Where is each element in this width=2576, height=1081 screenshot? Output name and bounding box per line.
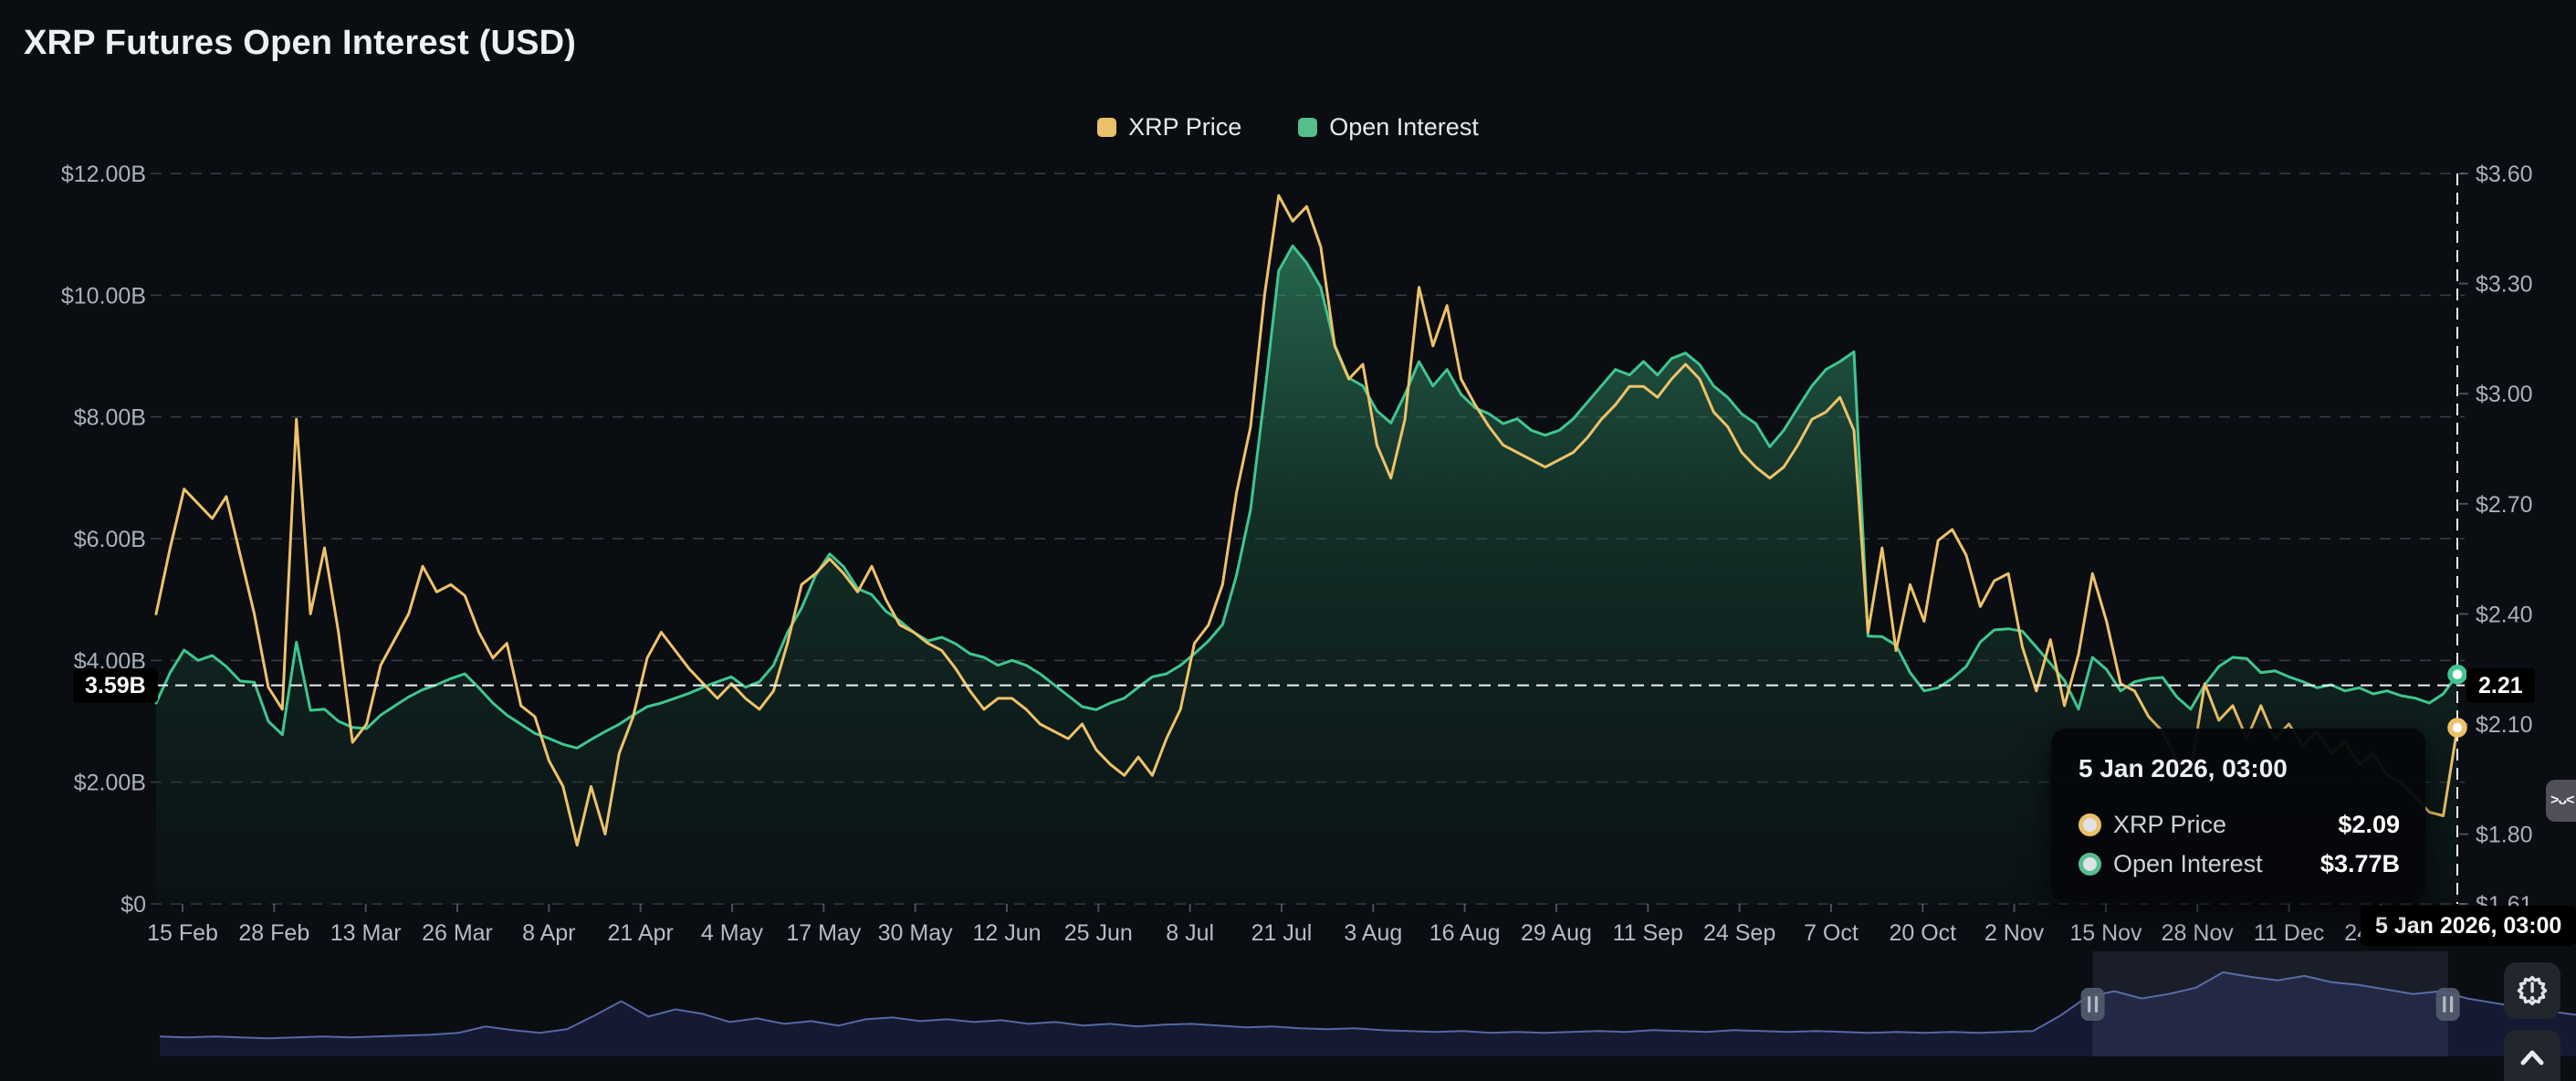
svg-text:$8.00B: $8.00B [74, 405, 146, 431]
svg-text:15 Nov: 15 Nov [2069, 920, 2142, 946]
svg-text:$2.00B: $2.00B [74, 771, 146, 796]
collapse-panel-button[interactable] [2504, 1030, 2560, 1081]
svg-text:26 Mar: 26 Mar [422, 920, 493, 946]
svg-text:20 Oct: 20 Oct [1889, 920, 1956, 946]
navigator-handle-left[interactable] [2081, 988, 2105, 1021]
svg-text:$3.00: $3.00 [2476, 382, 2533, 407]
svg-text:21 Jul: 21 Jul [1251, 920, 1313, 946]
tooltip-row-open-interest: Open Interest $3.77B [2079, 850, 2400, 878]
svg-text:$0: $0 [120, 892, 146, 918]
chart-tooltip: 5 Jan 2026, 03:00 XRP Price $2.09 Open I… [2051, 729, 2425, 902]
xrp-price-dot-icon [2079, 813, 2101, 836]
tooltip-row-xrp-price: XRP Price $2.09 [2079, 811, 2400, 839]
crosshair-oi-value-badge: 3.59B [73, 668, 158, 703]
svg-text:16 Aug: 16 Aug [1429, 920, 1501, 946]
svg-text:7 Oct: 7 Oct [1804, 920, 1859, 946]
open-interest-dot-icon [2079, 853, 2101, 876]
svg-text:11 Sep: 11 Sep [1613, 920, 1683, 946]
tooltip-value: $2.09 [2338, 811, 2400, 839]
svg-text:8 Jul: 8 Jul [1166, 920, 1214, 946]
svg-text:$12.00B: $12.00B [61, 162, 146, 187]
svg-text:17 May: 17 May [786, 920, 861, 946]
svg-text:11 Dec: 11 Dec [2254, 920, 2324, 946]
svg-text:30 May: 30 May [878, 920, 953, 946]
svg-text:$6.00B: $6.00B [74, 527, 146, 552]
support-chat-button[interactable]: >ᴗ< [2546, 780, 2576, 822]
svg-text:28 Nov: 28 Nov [2162, 920, 2235, 946]
xrp-price-last-point-marker [2450, 720, 2465, 735]
chevron-up-icon [2512, 1041, 2552, 1074]
svg-text:$2.70: $2.70 [2476, 492, 2533, 518]
svg-text:4 May: 4 May [701, 920, 764, 946]
tooltip-label: Open Interest [2113, 850, 2299, 878]
svg-text:24 Sep: 24 Sep [1703, 920, 1775, 946]
svg-text:3 Aug: 3 Aug [1344, 920, 1402, 946]
crosshair-date-badge: 5 Jan 2026, 03:00 [2361, 906, 2576, 946]
svg-text:$3.60: $3.60 [2476, 162, 2533, 187]
crosshair-price-value-badge: 2.21 [2466, 668, 2535, 703]
tooltip-label: XRP Price [2113, 811, 2316, 839]
badge-exclamation-icon [2512, 971, 2552, 1011]
tooltip-date: 5 Jan 2026, 03:00 [2079, 754, 2400, 783]
svg-text:$1.80: $1.80 [2476, 823, 2533, 848]
svg-text:28 Feb: 28 Feb [238, 920, 309, 946]
svg-text:25 Jun: 25 Jun [1064, 920, 1133, 946]
svg-text:8 Apr: 8 Apr [522, 920, 575, 946]
open-interest-last-point-marker [2450, 667, 2465, 682]
navigator-selection[interactable] [2093, 951, 2448, 1056]
chart-page: XRP Futures Open Interest (USD) XRP Pric… [0, 0, 2576, 1081]
alert-badge-button[interactable] [2504, 962, 2560, 1019]
svg-text:29 Aug: 29 Aug [1521, 920, 1592, 946]
svg-text:12 Jun: 12 Jun [972, 920, 1041, 946]
svg-text:$2.10: $2.10 [2476, 712, 2533, 738]
tooltip-value: $3.77B [2320, 850, 2400, 878]
navigator-handle-right[interactable] [2436, 988, 2460, 1021]
svg-text:$2.40: $2.40 [2476, 602, 2533, 627]
svg-text:$10.00B: $10.00B [61, 283, 146, 309]
svg-text:13 Mar: 13 Mar [330, 920, 402, 946]
svg-text:$3.30: $3.30 [2476, 272, 2533, 298]
svg-text:15 Feb: 15 Feb [147, 920, 218, 946]
svg-text:21 Apr: 21 Apr [608, 920, 674, 946]
main-chart[interactable]: $12.00B$10.00B$8.00B$6.00B$4.00B$2.00B$0… [0, 0, 2576, 1081]
chat-face-icon: >ᴗ< [2550, 792, 2573, 809]
svg-text:2 Nov: 2 Nov [1984, 920, 2045, 946]
